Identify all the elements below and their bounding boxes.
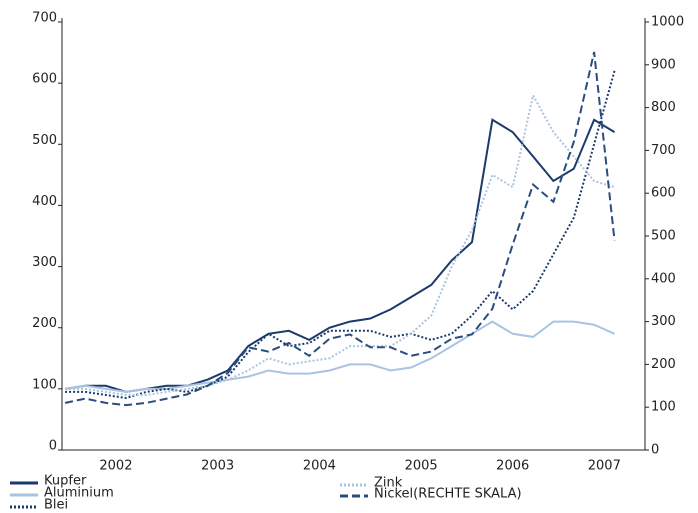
legend-label: Nickel(RECHTE SKALA) — [374, 487, 522, 502]
legend-label: Zink — [374, 476, 403, 491]
y2-tick-label: 0 — [651, 443, 659, 458]
y-tick-label: 600 — [32, 72, 57, 87]
y2-tick-label: 100 — [651, 400, 676, 415]
series-line — [65, 70, 616, 400]
y2-tick-label: 400 — [651, 271, 676, 286]
y2-tick-label: 300 — [651, 314, 676, 329]
legend-label: Blei — [44, 498, 68, 513]
y2-tick-label: 500 — [651, 229, 676, 244]
x-tick-label: 2003 — [201, 459, 234, 474]
y2-tick-label: 900 — [651, 57, 676, 72]
y-tick-label: 500 — [32, 133, 57, 148]
y-tick-label: 0 — [49, 439, 57, 454]
series-line — [64, 118, 616, 393]
x-tick-label: 2005 — [405, 459, 438, 474]
series-line — [65, 92, 615, 396]
y-tick-label: 100 — [32, 377, 57, 392]
series-line — [64, 320, 615, 393]
x-tick-label: 2004 — [303, 459, 336, 474]
legend-label: Aluminium — [44, 486, 114, 501]
y2-tick-label: 700 — [651, 143, 676, 158]
y-tick-label: 300 — [32, 255, 57, 270]
y-tick-label: 400 — [32, 194, 57, 209]
y2-tick-label: 1000 — [651, 15, 684, 30]
y2-tick-label: 800 — [651, 100, 676, 115]
series-line — [64, 51, 616, 407]
legend-label: Kupfer — [44, 474, 87, 489]
x-tick-label: 2007 — [588, 459, 621, 474]
x-tick-label: 2006 — [496, 459, 529, 474]
y-tick-label: 200 — [32, 316, 57, 331]
y2-tick-label: 600 — [651, 186, 676, 201]
y2-tick-label: 200 — [651, 357, 676, 372]
x-tick-label: 2002 — [99, 459, 132, 474]
y-tick-label: 700 — [32, 11, 57, 26]
